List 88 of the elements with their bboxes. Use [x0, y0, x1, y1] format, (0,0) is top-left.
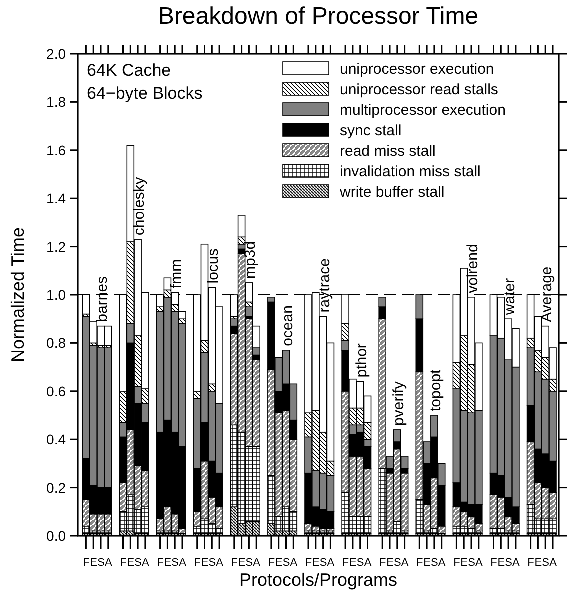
x-tick-label: E — [90, 557, 98, 569]
y-tick-label: 0.0 — [46, 528, 66, 544]
x-tick-label: A — [401, 557, 410, 569]
y-tick-label: 1.4 — [46, 190, 66, 207]
x-tick-label: A — [179, 557, 188, 569]
legend-label: invalidation miss stall — [340, 164, 481, 180]
annotation: 64K Cache — [87, 61, 172, 80]
annotation: cholesky — [131, 176, 148, 236]
x-tick-label: S — [356, 557, 364, 569]
annotation: locus — [205, 248, 222, 284]
annotation: 64−byte Blocks — [87, 84, 203, 103]
x-tick-label: A — [104, 557, 113, 569]
x-tick-label: E — [275, 557, 282, 569]
y-tick-label: 2.0 — [46, 46, 66, 62]
x-tick-label: E — [534, 557, 542, 569]
annotation: barnes — [94, 276, 111, 322]
x-tick-label: F — [268, 557, 276, 569]
y-tick-label: 1.0 — [46, 287, 66, 303]
y-tick-label: 0.6 — [46, 383, 66, 400]
legend-label: uniprocessor read stalls — [340, 82, 498, 98]
x-tick-label: F — [379, 557, 386, 569]
legend-label: uniprocessor execution — [340, 61, 494, 78]
x-tick-label: A — [550, 557, 558, 569]
x-tick-label: A — [438, 557, 446, 569]
x-tick-label: F — [157, 557, 164, 569]
x-tick-label: F — [83, 557, 90, 569]
x-tick-label: E — [312, 557, 320, 569]
x-tick-label: A — [216, 557, 224, 569]
x-tick-label: F — [454, 557, 461, 569]
x-tick-label: S — [505, 557, 512, 569]
x-tick-label: E — [201, 557, 208, 569]
y-tick-label: 1.6 — [46, 142, 66, 158]
x-axis-title: Protocols/Programs — [239, 570, 398, 590]
chart-title: Breakdown of Processor Time — [158, 3, 479, 30]
legend-label: multiprocessor execution — [340, 102, 506, 119]
x-tick-label: F — [416, 557, 424, 569]
x-tick-label: E — [460, 557, 468, 569]
annotation: pthor — [353, 344, 370, 378]
x-tick-label: E — [498, 557, 505, 569]
annotation: fmm — [168, 259, 186, 289]
x-tick-label: E — [127, 557, 134, 569]
y-tick-label: 0.2 — [46, 480, 66, 496]
x-tick-label: S — [172, 557, 179, 569]
annotation: volrend — [464, 244, 482, 294]
annotation: raytrace — [316, 258, 334, 313]
y-tick-label: 0.4 — [46, 432, 66, 448]
annotation: mp3d — [242, 241, 260, 279]
x-tick-label: E — [424, 557, 431, 569]
x-tick-label: A — [512, 557, 521, 569]
x-tick-label: S — [98, 557, 105, 569]
x-tick-label: F — [528, 557, 535, 569]
x-tick-label: E — [350, 557, 357, 569]
x-tick-label: F — [342, 557, 350, 569]
x-tick-label: S — [542, 557, 550, 569]
legend-label: read miss stall — [340, 143, 436, 160]
annotation: ocean — [279, 306, 296, 346]
x-tick-label: F — [305, 557, 312, 569]
annotation: water — [502, 278, 519, 316]
x-tick-label: F — [231, 557, 238, 569]
x-tick-label: F — [120, 557, 128, 569]
annotation: topopt — [427, 368, 444, 412]
x-tick-label: F — [490, 557, 498, 569]
x-tick-label: A — [475, 557, 484, 569]
x-tick-label: S — [208, 557, 216, 569]
x-tick-label: A — [142, 557, 150, 569]
x-tick-label: S — [134, 557, 142, 569]
x-tick-label: S — [320, 557, 327, 569]
x-tick-label: F — [194, 557, 202, 569]
legend-label: sync stall — [340, 122, 402, 140]
x-tick-label: S — [282, 557, 290, 569]
x-tick-label: A — [290, 557, 298, 569]
y-axis-title: Normalized Time — [8, 227, 28, 363]
y-tick-label: 0.8 — [46, 335, 66, 352]
x-tick-label: S — [468, 557, 476, 569]
x-tick-label: E — [386, 557, 394, 569]
annotation: pverify — [390, 381, 408, 426]
y-tick-label: 1.2 — [46, 238, 66, 255]
x-tick-label: E — [164, 557, 172, 569]
x-tick-label: E — [238, 557, 246, 569]
legend-label: write buffer stall — [339, 184, 445, 201]
x-tick-label: S — [431, 557, 438, 569]
annotation: Average — [538, 266, 556, 322]
x-tick-label: A — [253, 557, 262, 569]
x-tick-label: A — [364, 557, 372, 569]
x-tick-label: A — [327, 557, 336, 569]
y-tick-label: 1.8 — [46, 94, 66, 110]
x-tick-label: S — [394, 557, 401, 569]
x-tick-label: S — [246, 557, 253, 569]
